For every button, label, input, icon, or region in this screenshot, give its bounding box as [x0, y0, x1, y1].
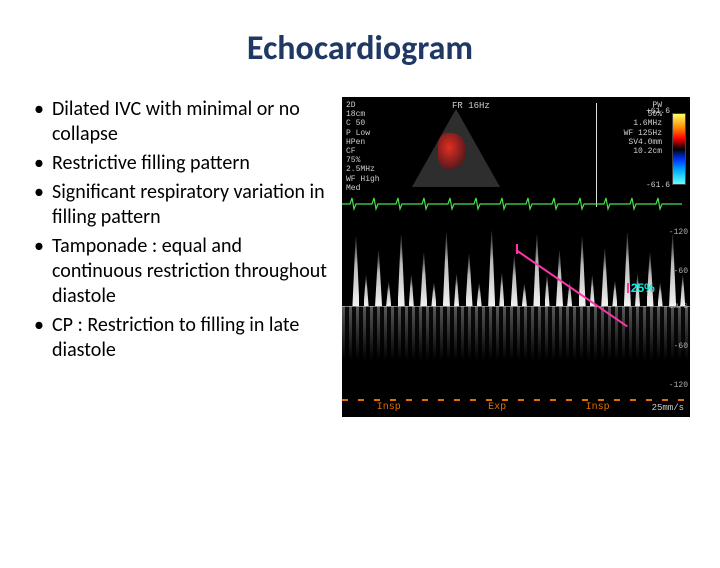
scan-params-left: 2D 18cm C 50 P Low HPen CF 75% 2.5MHz WF…: [346, 101, 380, 193]
doppler-envelope-peak: [499, 273, 504, 306]
trend-tick: [627, 283, 629, 293]
bullet-list: Dilated IVC with minimal or no collapse R…: [30, 97, 330, 417]
ecg-trace: [342, 195, 682, 213]
respiration-strip: 25mm/s Insp Exp Insp: [342, 395, 690, 417]
velocity-colorbar: [672, 113, 686, 185]
doppler-envelope-peak: [420, 253, 427, 306]
doppler-envelope-peak: [398, 235, 405, 306]
color-doppler-jet: [438, 133, 466, 169]
doppler-envelope-peak: [680, 275, 685, 306]
velocity-scale-label: -120: [669, 381, 688, 390]
colorbar-bottom-label: -61.6: [646, 181, 670, 190]
doppler-envelope-peak: [454, 274, 459, 306]
doppler-envelope-peak: [431, 283, 436, 306]
doppler-envelope-peak: [477, 283, 482, 306]
slide-title: Echocardiogram: [0, 28, 720, 69]
spectral-doppler: -120-60cm/s-60-12025%: [342, 217, 690, 395]
colorbar-top-label: +61.6: [646, 107, 670, 116]
echocardiogram-image: 2D 18cm C 50 P Low HPen CF 75% 2.5MHz WF…: [342, 97, 690, 417]
velocity-scale-label: -120: [669, 228, 688, 237]
bullet-item: Significant respiratory variation in fil…: [30, 180, 330, 230]
doppler-envelope-peak: [658, 283, 663, 306]
doppler-envelope-peak: [522, 284, 527, 306]
velocity-scale-label: -60: [674, 342, 688, 351]
variation-percent-label: 25%: [631, 281, 655, 295]
doppler-envelope-peak: [364, 275, 369, 306]
doppler-envelope-peak: [533, 235, 540, 306]
velocity-scale-label: -60: [674, 267, 688, 276]
doppler-envelope-peak: [466, 254, 473, 306]
bullet-item: Dilated IVC with minimal or no collapse: [30, 97, 330, 147]
respiration-phase-label: Insp: [377, 402, 401, 413]
doppler-envelope-peak: [601, 249, 608, 306]
doppler-envelope-peak: [624, 233, 631, 306]
doppler-envelope-peak: [511, 256, 518, 306]
content-row: Dilated IVC with minimal or no collapse R…: [0, 97, 720, 417]
doppler-envelope-peak: [488, 231, 495, 306]
respiration-phase-label: Exp: [488, 402, 506, 413]
doppler-envelope-peak: [352, 237, 359, 306]
respiration-phase-label: Insp: [586, 402, 610, 413]
bullet-item: Tamponade : equal and continuous restric…: [30, 234, 330, 309]
doppler-envelope-peak: [409, 275, 414, 306]
doppler-envelope-peak: [375, 251, 382, 306]
bullet-item: Restrictive filling pattern: [30, 151, 330, 176]
respiration-trace: [342, 399, 690, 401]
doppler-envelope-peak: [386, 282, 391, 306]
doppler-envelope-peak: [443, 233, 450, 306]
doppler-below-baseline: [342, 306, 690, 366]
trend-tick: [516, 244, 518, 254]
sweep-speed-label: 25mm/s: [652, 403, 684, 413]
bullet-item: CP : Restriction to filling in late dias…: [30, 313, 330, 363]
sweep-cursor: [596, 103, 597, 207]
doppler-envelope-peak: [612, 281, 617, 306]
doppler-envelope-peak: [545, 275, 550, 306]
doppler-envelope-peak: [647, 253, 654, 306]
